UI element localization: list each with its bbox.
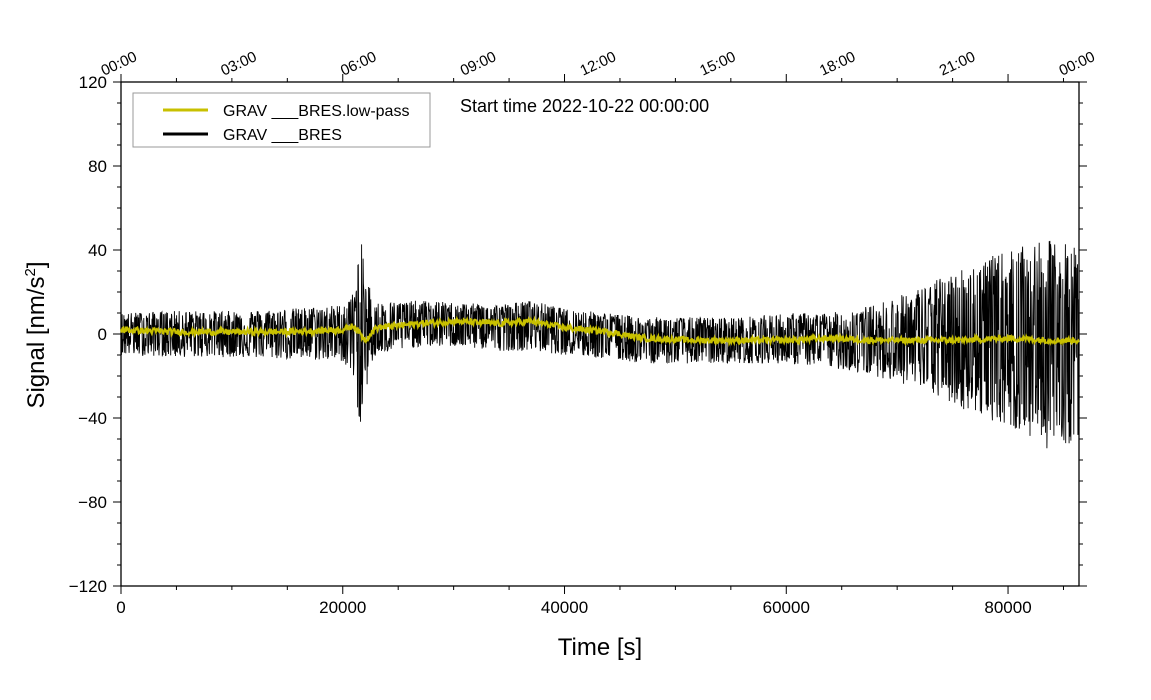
x-axis: 0 20000 40000 60000 80000 — [116, 74, 1064, 617]
legend-box — [132, 92, 431, 148]
top-time-tick-label: 21:00 — [937, 48, 978, 79]
top-time-tick-label: 00:00 — [1056, 48, 1097, 79]
y-tick-label: −40 — [78, 409, 107, 428]
y-tick-label: 120 — [79, 73, 107, 92]
series-lowpass-line — [120, 315, 1080, 347]
x-tick-label: 20000 — [319, 598, 366, 617]
top-time-tick-label: 00:00 — [98, 48, 139, 79]
top-time-tick-label: 03:00 — [218, 48, 259, 79]
series-raw-line — [120, 240, 1080, 449]
top-time-tick-label: 09:00 — [458, 48, 499, 79]
x-tick-label: 40000 — [541, 598, 588, 617]
start-time-annotation: Start time 2022-10-22 00:00:00 — [460, 96, 709, 116]
y-axis-label-end: ] — [23, 261, 50, 268]
legend-label-raw: GRAV ___BRES — [223, 127, 342, 144]
y-tick-label: −80 — [78, 493, 107, 512]
y-tick-label: −120 — [69, 577, 107, 596]
top-time-tick-label: 06:00 — [338, 48, 379, 79]
y-tick-label: 40 — [88, 241, 107, 260]
y-tick-label: 80 — [88, 157, 107, 176]
y-axis-label-superscript: 2 — [22, 268, 39, 276]
y-axis-label: Signal [nm/s2] — [22, 261, 50, 408]
y-axis-label-main: Signal [nm/s — [23, 276, 50, 408]
top-time-axis: 00:00 03:00 06:00 09:00 12:00 15:00 18:00 21:00… — [98, 48, 1097, 79]
legend-label-lowpass: GRAV ___BRES.low-pass — [223, 103, 409, 120]
top-time-tick-label: 15:00 — [697, 48, 738, 79]
series-layer — [120, 240, 1080, 449]
y-tick-label: 0 — [98, 325, 107, 344]
top-time-tick-label: 12:00 — [577, 48, 618, 79]
x-tick-label: 80000 — [984, 598, 1031, 617]
legend: GRAV ___BRES.low-pass GRAV ___BRES — [132, 92, 431, 148]
top-time-tick-label: 18:00 — [817, 48, 858, 79]
y-axis: −120 −80 −40 0 40 80 120 — [69, 73, 1087, 596]
plot-area — [120, 81, 1080, 587]
x-tick-label: 0 — [116, 598, 125, 617]
x-axis-label: Time [s] — [558, 634, 642, 661]
x-tick-label: 60000 — [763, 598, 810, 617]
